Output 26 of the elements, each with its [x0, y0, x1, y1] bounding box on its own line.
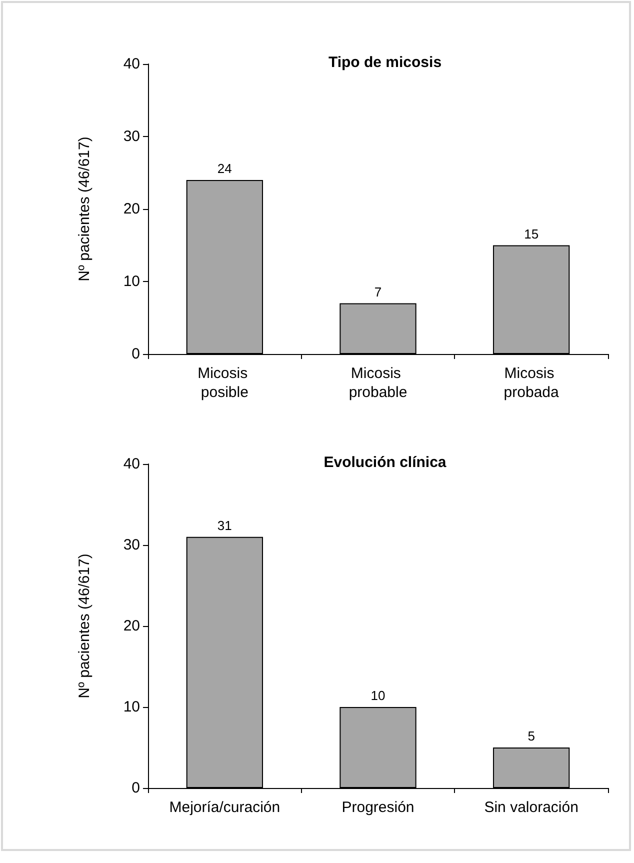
y-tick-label: 20: [123, 200, 140, 218]
x-tick-label: Micosis posible: [198, 365, 252, 401]
data-label: 15: [524, 226, 539, 242]
data-label: 24: [217, 161, 232, 176]
y-tick-label: 20: [123, 618, 140, 634]
chart-title: Tipo de micosis: [328, 54, 442, 71]
y-tick-label: 40: [123, 456, 140, 472]
y-tick-label: 0: [132, 346, 140, 362]
y-tick-label: 10: [123, 698, 140, 716]
data-label: 5: [528, 728, 535, 744]
data-label: 31: [217, 518, 232, 533]
x-tick-label: Mejoría/curación: [169, 799, 280, 816]
x-tick-label: Micosis probada: [504, 365, 560, 401]
y-axis-title: Nº pacientes (46/617): [76, 554, 93, 698]
y-tick-label: 30: [123, 128, 140, 145]
y-axis-title: Nº pacientes (46/617): [76, 136, 93, 282]
x-tick-label: Micosis probable: [348, 365, 408, 401]
y-tick-label: 30: [123, 536, 140, 554]
y-tick-label: 10: [123, 273, 140, 290]
y-tick-label: 0: [132, 780, 140, 796]
y-tick-label: 40: [123, 56, 140, 72]
data-label: 10: [370, 688, 386, 703]
x-tick-label: Sin valoración: [484, 799, 578, 816]
x-tick-label: Progresión: [342, 799, 414, 816]
chart-title: Evolución clínica: [324, 454, 447, 471]
data-label: 7: [374, 284, 382, 300]
